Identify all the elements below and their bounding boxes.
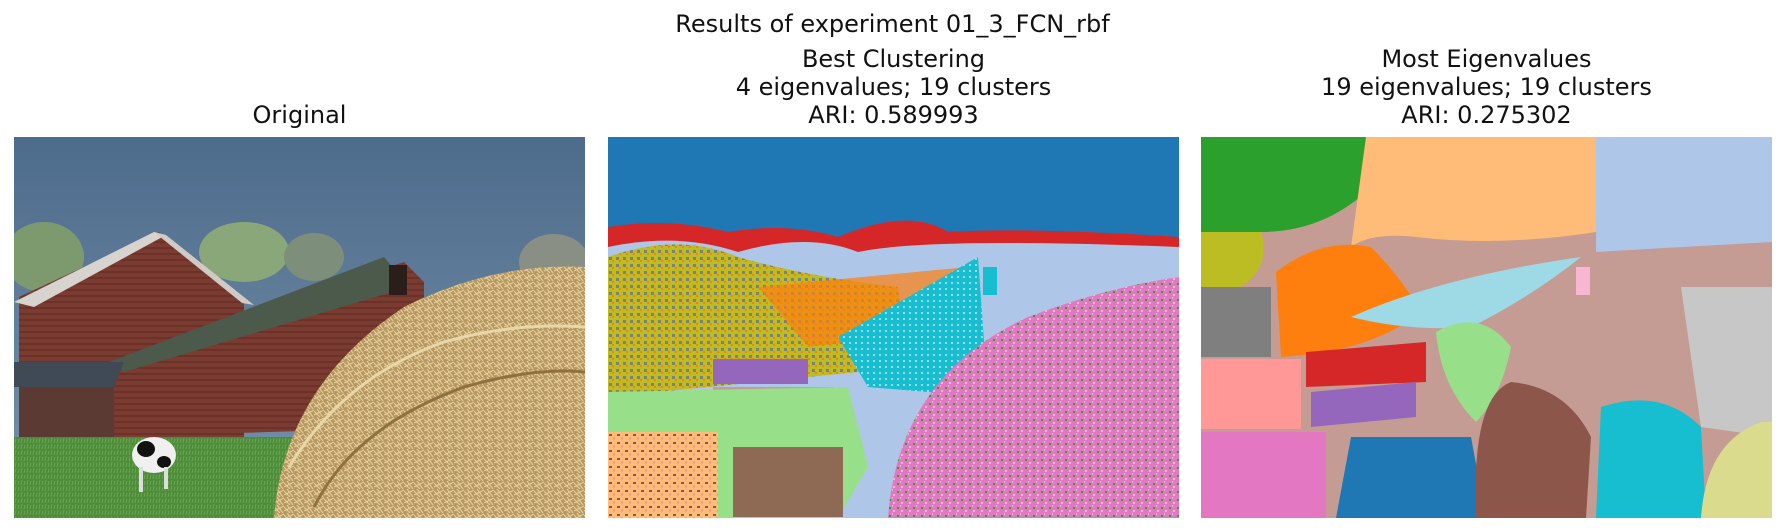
panel-title-line: Original: [252, 101, 347, 129]
panel-title-line: 19 eigenvalues; 19 clusters: [1321, 73, 1652, 101]
panel-title-original: Original: [14, 101, 585, 129]
panel-title-line: ARI: 0.275302: [1401, 101, 1572, 129]
panel-title-line: Most Eigenvalues: [1381, 45, 1592, 73]
original-photo: [14, 137, 585, 518]
most-eigenvalues-segmentation: [1201, 137, 1772, 518]
figure-suptitle: Results of experiment 01_3_FCN_rbf: [675, 10, 1110, 38]
best-clustering-segmentation: [608, 137, 1179, 518]
panel-title-best-clustering: Best Clustering 4 eigenvalues; 19 cluste…: [608, 45, 1179, 129]
panel-title-most-eigenvalues: Most Eigenvalues 19 eigenvalues; 19 clus…: [1201, 45, 1772, 129]
panel-title-line: Best Clustering: [801, 45, 986, 73]
panel-title-line: ARI: 0.589993: [808, 101, 979, 129]
panel-title-line: 4 eigenvalues; 19 clusters: [735, 73, 1052, 101]
